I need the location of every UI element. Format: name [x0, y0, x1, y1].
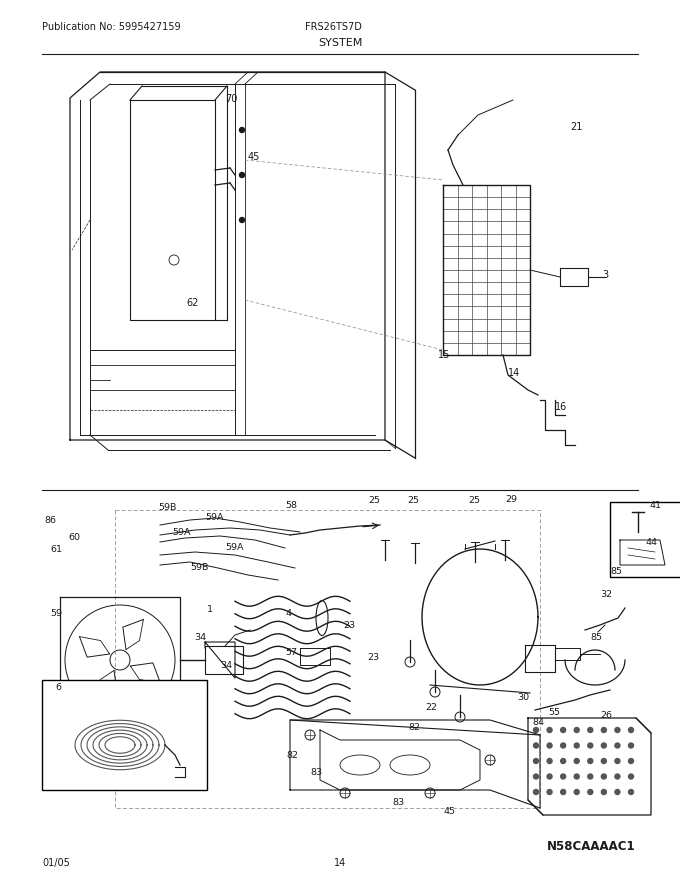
Text: 60: 60 — [68, 533, 80, 542]
Text: 83: 83 — [310, 768, 322, 777]
Circle shape — [534, 759, 539, 764]
Circle shape — [628, 774, 634, 779]
Text: N58CAAAAC1: N58CAAAAC1 — [547, 840, 636, 853]
Circle shape — [601, 789, 607, 795]
Circle shape — [560, 728, 566, 732]
Text: 26: 26 — [600, 711, 612, 720]
Text: 21: 21 — [570, 122, 582, 132]
Circle shape — [628, 728, 634, 732]
Text: 86: 86 — [44, 516, 56, 525]
Circle shape — [615, 759, 620, 764]
Circle shape — [615, 743, 620, 748]
Circle shape — [588, 774, 593, 779]
Circle shape — [615, 774, 620, 779]
Text: 70: 70 — [225, 94, 237, 104]
Text: 82: 82 — [408, 723, 420, 732]
Text: 4: 4 — [285, 609, 291, 618]
Text: 34: 34 — [220, 661, 232, 670]
Text: 82: 82 — [286, 751, 298, 760]
Circle shape — [239, 217, 245, 223]
Text: 84: 84 — [532, 718, 544, 727]
Circle shape — [534, 774, 539, 779]
Bar — [205, 646, 243, 674]
Circle shape — [534, 728, 539, 732]
Text: 83: 83 — [392, 798, 404, 807]
Circle shape — [615, 789, 620, 795]
Circle shape — [239, 172, 245, 178]
Circle shape — [534, 743, 539, 748]
Text: 1: 1 — [207, 605, 213, 614]
Text: 45: 45 — [248, 152, 260, 162]
Circle shape — [601, 759, 607, 764]
Circle shape — [628, 789, 634, 795]
Text: 23: 23 — [367, 653, 379, 662]
Circle shape — [574, 789, 579, 795]
Text: 59B: 59B — [190, 563, 208, 572]
Circle shape — [547, 774, 552, 779]
Circle shape — [547, 759, 552, 764]
Circle shape — [628, 759, 634, 764]
Text: 14: 14 — [334, 858, 346, 868]
Circle shape — [560, 759, 566, 764]
Circle shape — [534, 789, 539, 795]
Circle shape — [560, 743, 566, 748]
Text: 01/05: 01/05 — [42, 858, 70, 868]
Text: SYSTEM: SYSTEM — [318, 38, 362, 48]
Text: 25: 25 — [368, 496, 380, 505]
Text: 16: 16 — [555, 402, 567, 412]
Circle shape — [628, 743, 634, 748]
Circle shape — [547, 789, 552, 795]
Circle shape — [574, 774, 579, 779]
Bar — [610, 502, 680, 577]
Text: 59A: 59A — [205, 513, 224, 522]
Text: 34: 34 — [194, 633, 206, 642]
Circle shape — [547, 728, 552, 732]
Circle shape — [560, 789, 566, 795]
Text: 59A: 59A — [225, 543, 243, 552]
Text: 45: 45 — [443, 807, 455, 816]
Text: 22: 22 — [425, 703, 437, 712]
Text: 41: 41 — [650, 501, 662, 510]
Text: 59A: 59A — [172, 528, 190, 537]
Text: 25: 25 — [407, 496, 419, 505]
Text: FRS26TS7D: FRS26TS7D — [305, 22, 362, 32]
Circle shape — [601, 774, 607, 779]
Text: 58: 58 — [285, 501, 297, 510]
Circle shape — [574, 728, 579, 732]
Text: 23: 23 — [343, 621, 355, 630]
Text: 3: 3 — [602, 270, 608, 280]
Circle shape — [239, 128, 245, 133]
Circle shape — [588, 728, 593, 732]
Circle shape — [574, 743, 579, 748]
Circle shape — [588, 743, 593, 748]
Circle shape — [601, 743, 607, 748]
Text: 85: 85 — [610, 567, 622, 576]
Text: 55: 55 — [548, 708, 560, 717]
Text: 6: 6 — [55, 683, 61, 692]
Circle shape — [574, 759, 579, 764]
Text: 29: 29 — [505, 495, 517, 504]
Circle shape — [588, 789, 593, 795]
Text: 44: 44 — [645, 538, 657, 547]
Text: 57: 57 — [285, 648, 297, 657]
Text: 30: 30 — [517, 693, 529, 702]
Text: 25: 25 — [468, 496, 480, 505]
Text: 59B: 59B — [158, 503, 176, 512]
Text: 61: 61 — [50, 545, 62, 554]
Text: 32: 32 — [600, 590, 612, 599]
Text: 14: 14 — [508, 368, 520, 378]
Text: 62: 62 — [186, 298, 199, 308]
Circle shape — [547, 743, 552, 748]
Circle shape — [588, 759, 593, 764]
Text: 15: 15 — [438, 350, 450, 360]
Text: Publication No: 5995427159: Publication No: 5995427159 — [42, 22, 181, 32]
Text: 85: 85 — [590, 633, 602, 642]
Circle shape — [560, 774, 566, 779]
Text: 59: 59 — [50, 609, 62, 618]
Circle shape — [601, 728, 607, 732]
Circle shape — [615, 728, 620, 732]
Bar — [42, 680, 207, 790]
